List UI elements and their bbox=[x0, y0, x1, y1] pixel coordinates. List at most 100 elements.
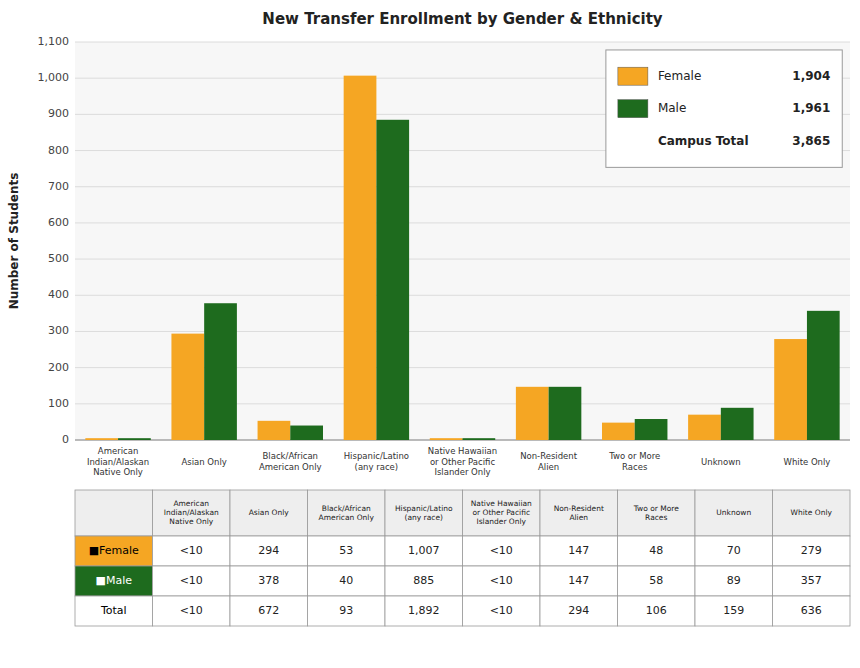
y-tick-label: 900 bbox=[48, 107, 69, 120]
legend-label: Female bbox=[658, 69, 701, 83]
table-header: White Only bbox=[791, 508, 833, 517]
table-cell bbox=[463, 490, 541, 536]
table-value: 885 bbox=[413, 574, 434, 587]
table-value: <10 bbox=[490, 574, 513, 587]
table-cell bbox=[618, 566, 696, 596]
table-row-label: Total bbox=[100, 604, 127, 617]
table-cell bbox=[153, 490, 231, 536]
text-line: Races bbox=[645, 513, 667, 522]
legend-swatch bbox=[618, 100, 648, 118]
legend-label: Male bbox=[658, 101, 686, 115]
table: AmericanIndian/AlaskanNative OnlyAsian O… bbox=[75, 490, 850, 626]
table-cell bbox=[230, 596, 308, 626]
bar bbox=[85, 438, 118, 440]
grid-line bbox=[75, 295, 850, 296]
text-line: Two or More bbox=[633, 504, 679, 513]
text-line: Black/African bbox=[322, 504, 371, 513]
table-header: Black/AfricanAmerican Only bbox=[319, 504, 375, 522]
chart: New Transfer Enrollment by Gender & Ethn… bbox=[0, 0, 860, 668]
table-cell bbox=[540, 596, 618, 626]
table-row-label: ■Male bbox=[96, 574, 133, 587]
text-line: Native Hawaiian bbox=[471, 499, 532, 508]
text-line: Islander Only bbox=[434, 467, 490, 477]
table-value: 58 bbox=[649, 574, 663, 587]
table-cell bbox=[773, 566, 851, 596]
text-line: Unknown bbox=[716, 508, 751, 517]
table-cell bbox=[540, 566, 618, 596]
text-line: Hispanic/Latino bbox=[344, 451, 409, 461]
table-cell bbox=[75, 490, 153, 536]
bar bbox=[516, 387, 549, 440]
table-value: <10 bbox=[180, 604, 203, 617]
table-cell bbox=[308, 596, 386, 626]
x-tick-label: Native Hawaiianor Other PacificIslander … bbox=[428, 446, 497, 476]
table-cell bbox=[540, 490, 618, 536]
table-value: 636 bbox=[801, 604, 822, 617]
table-cell bbox=[153, 536, 231, 566]
table-value: 106 bbox=[646, 604, 667, 617]
bar bbox=[635, 419, 668, 440]
y-tick-label: 800 bbox=[48, 144, 69, 157]
text-line: Alien bbox=[569, 513, 588, 522]
text-line: Alien bbox=[538, 462, 559, 472]
bar bbox=[774, 339, 807, 440]
grid-line bbox=[75, 259, 850, 260]
table-cell bbox=[773, 490, 851, 536]
y-tick-label: 200 bbox=[48, 361, 69, 374]
table-cell bbox=[773, 536, 851, 566]
table-cell bbox=[153, 596, 231, 626]
table-cell bbox=[230, 536, 308, 566]
bar bbox=[290, 426, 323, 440]
text-line: Native Hawaiian bbox=[428, 446, 497, 456]
table-cell bbox=[308, 566, 386, 596]
legend: Female1,904Male1,961Campus Total3,865 bbox=[606, 50, 842, 167]
legend-total: 1,961 bbox=[792, 101, 830, 115]
title: New Transfer Enrollment by Gender & Ethn… bbox=[262, 10, 662, 28]
x-tick-label: AmericanIndian/AlaskanNative Only bbox=[87, 446, 149, 476]
x-tick-label: White Only bbox=[783, 457, 830, 467]
x-tick-label: Two or MoreRaces bbox=[608, 451, 660, 471]
bar bbox=[688, 415, 721, 440]
text-line: or Other Pacific bbox=[472, 508, 530, 517]
table-cell bbox=[385, 536, 463, 566]
y-tick-label: 700 bbox=[48, 180, 69, 193]
text-line: Two or More bbox=[608, 451, 660, 461]
y-tick-label: 500 bbox=[48, 252, 69, 265]
table-cell bbox=[230, 490, 308, 536]
table-value: <10 bbox=[490, 544, 513, 557]
table-value: 1,892 bbox=[408, 604, 440, 617]
y-tick-label: 100 bbox=[48, 397, 69, 410]
text-line: American bbox=[98, 446, 138, 456]
table-value: 672 bbox=[258, 604, 279, 617]
y-axis-label: Number of Students bbox=[7, 173, 21, 310]
table-value: 70 bbox=[727, 544, 741, 557]
y-tick-label: 400 bbox=[48, 288, 69, 301]
plot-area bbox=[75, 42, 850, 440]
bar bbox=[602, 423, 635, 440]
text-line: Islander Only bbox=[476, 517, 526, 526]
x-tick-label: Unknown bbox=[701, 457, 740, 467]
table-value: 357 bbox=[801, 574, 822, 587]
text-line: American bbox=[173, 499, 209, 508]
text-line: Non-Resident bbox=[520, 451, 578, 461]
table-cell bbox=[618, 490, 696, 536]
table-cell bbox=[618, 596, 696, 626]
table-value: 48 bbox=[649, 544, 663, 557]
text-line: (any race) bbox=[405, 513, 444, 522]
table-cell bbox=[308, 490, 386, 536]
table-value: 294 bbox=[568, 604, 589, 617]
bar bbox=[171, 334, 204, 440]
table-cell bbox=[773, 596, 851, 626]
text-line: Asian Only bbox=[249, 508, 290, 517]
table-cell bbox=[463, 536, 541, 566]
table-header: Unknown bbox=[716, 508, 751, 517]
x-tick-label: Non-ResidentAlien bbox=[520, 451, 578, 471]
legend-label: Campus Total bbox=[658, 134, 749, 148]
text-line: American Only bbox=[259, 462, 322, 472]
bar bbox=[463, 438, 496, 440]
text-line: Races bbox=[622, 462, 648, 472]
y-tick-label: 1,100 bbox=[38, 35, 70, 48]
table-value: <10 bbox=[490, 604, 513, 617]
table-cell bbox=[463, 596, 541, 626]
table-cell bbox=[695, 536, 773, 566]
